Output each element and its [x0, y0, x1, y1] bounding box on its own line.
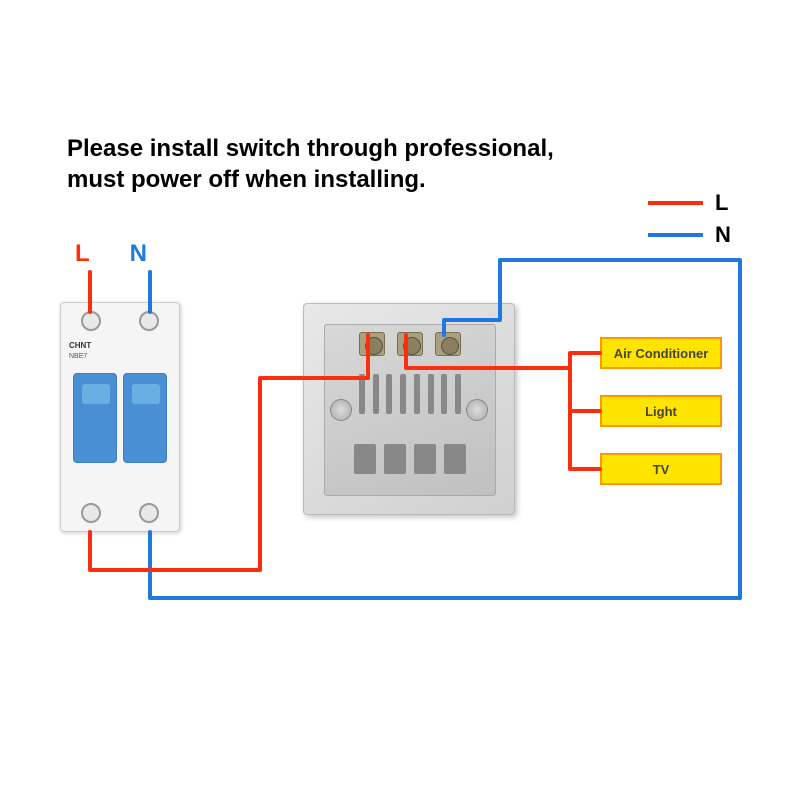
- instruction-title: Please install switch through profession…: [67, 133, 554, 195]
- load-box-light: Light: [600, 395, 722, 427]
- breaker-terminal-bottom-neutral: [139, 503, 159, 523]
- breaker-terminal-top-neutral: [139, 311, 159, 331]
- breaker-terminal-top-live: [81, 311, 101, 331]
- legend-live: L: [648, 190, 735, 216]
- wall-switch: [303, 303, 515, 515]
- legend-neutral-line: [648, 233, 703, 237]
- circuit-breaker: CHNT NBE7: [60, 302, 180, 532]
- switch-terminal-3: [435, 332, 461, 356]
- breaker-neutral-label: N: [130, 240, 147, 268]
- breaker-input-labels: L N: [75, 240, 147, 268]
- breaker-terminal-bottom-live: [81, 503, 101, 523]
- wire-legend: L N: [648, 190, 735, 254]
- switch-vents: [359, 374, 461, 414]
- breaker-live-label: L: [75, 240, 90, 268]
- load-box-air-conditioner: Air Conditioner: [600, 337, 722, 369]
- load-box-tv: TV: [600, 453, 722, 485]
- breaker-toggle-left: [73, 373, 117, 463]
- switch-screw-left: [330, 399, 352, 421]
- legend-live-label: L: [715, 190, 735, 216]
- breaker-body: CHNT NBE7: [60, 302, 180, 532]
- breaker-brand: CHNT: [69, 341, 91, 350]
- legend-live-line: [648, 201, 703, 205]
- switch-screw-right: [466, 399, 488, 421]
- title-line-1: Please install switch through profession…: [67, 135, 554, 162]
- title-line-2: must power off when installing.: [67, 166, 426, 193]
- breaker-toggle-right: [123, 373, 167, 463]
- legend-neutral: N: [648, 222, 735, 248]
- legend-neutral-label: N: [715, 222, 735, 248]
- breaker-model: NBE7: [69, 353, 87, 360]
- switch-slots: [354, 444, 466, 474]
- switch-faceplate: [303, 303, 515, 515]
- switch-terminal-1: [359, 332, 385, 356]
- switch-terminal-2: [397, 332, 423, 356]
